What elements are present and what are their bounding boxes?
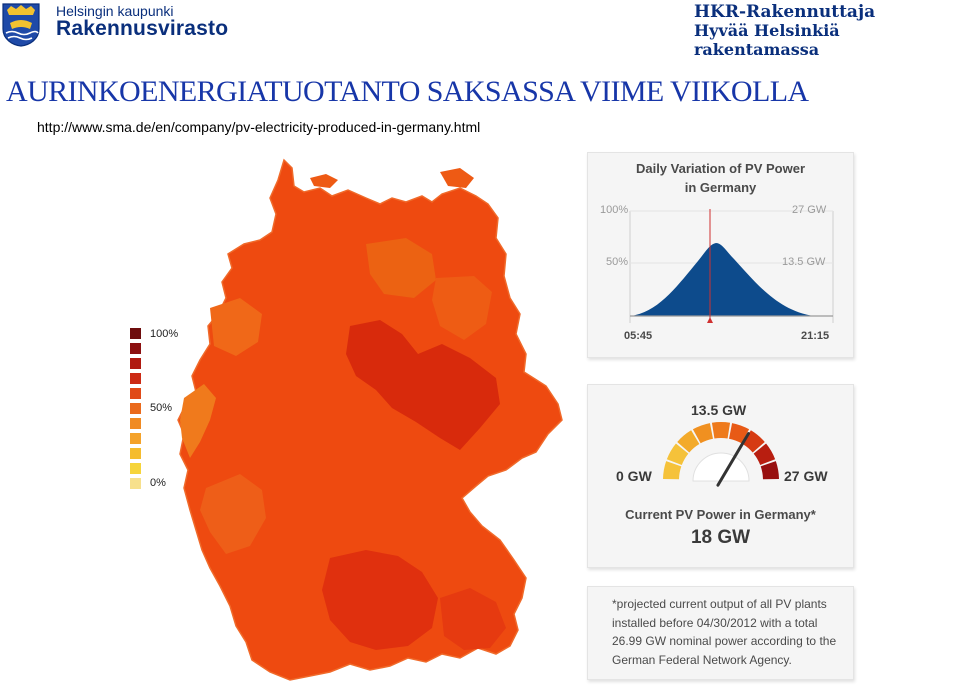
legend-swatch [130, 343, 141, 354]
hkr-title: HKR-Rakennuttaja [694, 2, 876, 22]
current-power-gauge-panel: 13.5 GW 0 GW 27 GW Current PV Power in G… [587, 384, 854, 568]
region-north [366, 238, 436, 298]
y-top-right-label: 27 GW [792, 204, 827, 216]
y-mid-right-label: 13.5 GW [782, 256, 826, 268]
gauge-segment [666, 443, 689, 465]
region-west-light [180, 384, 216, 458]
legend-swatch [130, 403, 141, 414]
gauge-current-value: 18 GW [690, 527, 751, 548]
daily-title-line1: Daily Variation of PV Power [635, 161, 806, 176]
germany-pv-map [177, 158, 563, 681]
legend-mid-label: 50% [150, 402, 173, 414]
footnote-text: *projected current output of all PV plan… [612, 597, 837, 667]
region-southeast [440, 588, 506, 650]
org-name-small: Helsingin kaupunki [56, 3, 174, 19]
gauge-top-value: 13.5 GW [691, 402, 747, 418]
map-legend: 100% 50% 0% [130, 328, 190, 498]
legend-swatch [130, 463, 141, 474]
region-central-dark [346, 320, 500, 450]
legend-swatch [130, 418, 141, 429]
legend-swatch [130, 358, 141, 369]
gauge-max-label: 27 GW [784, 468, 828, 484]
x-end-label: 21:15 [801, 330, 830, 342]
legend-bottom-label: 0% [150, 477, 166, 489]
y-top-left-label: 100% [600, 204, 629, 216]
hkr-subtitle: Hyvää Helsinkiä rakentamassa [694, 21, 840, 59]
legend-top-label: 100% [150, 328, 179, 340]
daily-variation-chart [629, 209, 834, 323]
footnote-panel: *projected current output of all PV plan… [587, 586, 854, 680]
gauge-segment [663, 461, 682, 480]
gauge-needle [716, 432, 750, 487]
power-gauge [663, 422, 779, 487]
gauge-caption: Current PV Power in Germany* [625, 507, 816, 522]
org-name-big: Rakennusvirasto [56, 17, 229, 40]
region-east [432, 276, 492, 340]
legend-swatch [130, 433, 141, 444]
region-west-mid [210, 298, 262, 356]
x-start-label: 05:45 [624, 330, 653, 342]
gauge-segment [753, 443, 776, 465]
legend-swatch [130, 448, 141, 459]
region-southwest [200, 474, 266, 554]
slide-title: AURINKOENERGIATUOTANTO SAKSASSA VIIME VI… [6, 75, 809, 108]
gauge-segment [760, 461, 779, 480]
daily-title-line2: in Germany [684, 180, 757, 195]
pv-power-curve [630, 243, 814, 316]
legend-swatch [130, 388, 141, 399]
source-url[interactable]: http://www.sma.de/en/company/pv-electric… [37, 119, 481, 135]
region-south-dark [322, 550, 438, 650]
gauge-segment [711, 422, 731, 439]
helsinki-crest-logo [2, 3, 40, 47]
gauge-segment [677, 430, 700, 453]
gauge-segment [692, 423, 713, 444]
legend-swatch [130, 328, 141, 339]
daily-variation-panel: Daily Variation of PV Power in Germany 1… [587, 152, 854, 358]
legend-swatch [130, 373, 141, 384]
gauge-min-label: 0 GW [616, 468, 652, 484]
legend-swatch [130, 478, 141, 489]
y-mid-left-label: 50% [606, 256, 629, 268]
